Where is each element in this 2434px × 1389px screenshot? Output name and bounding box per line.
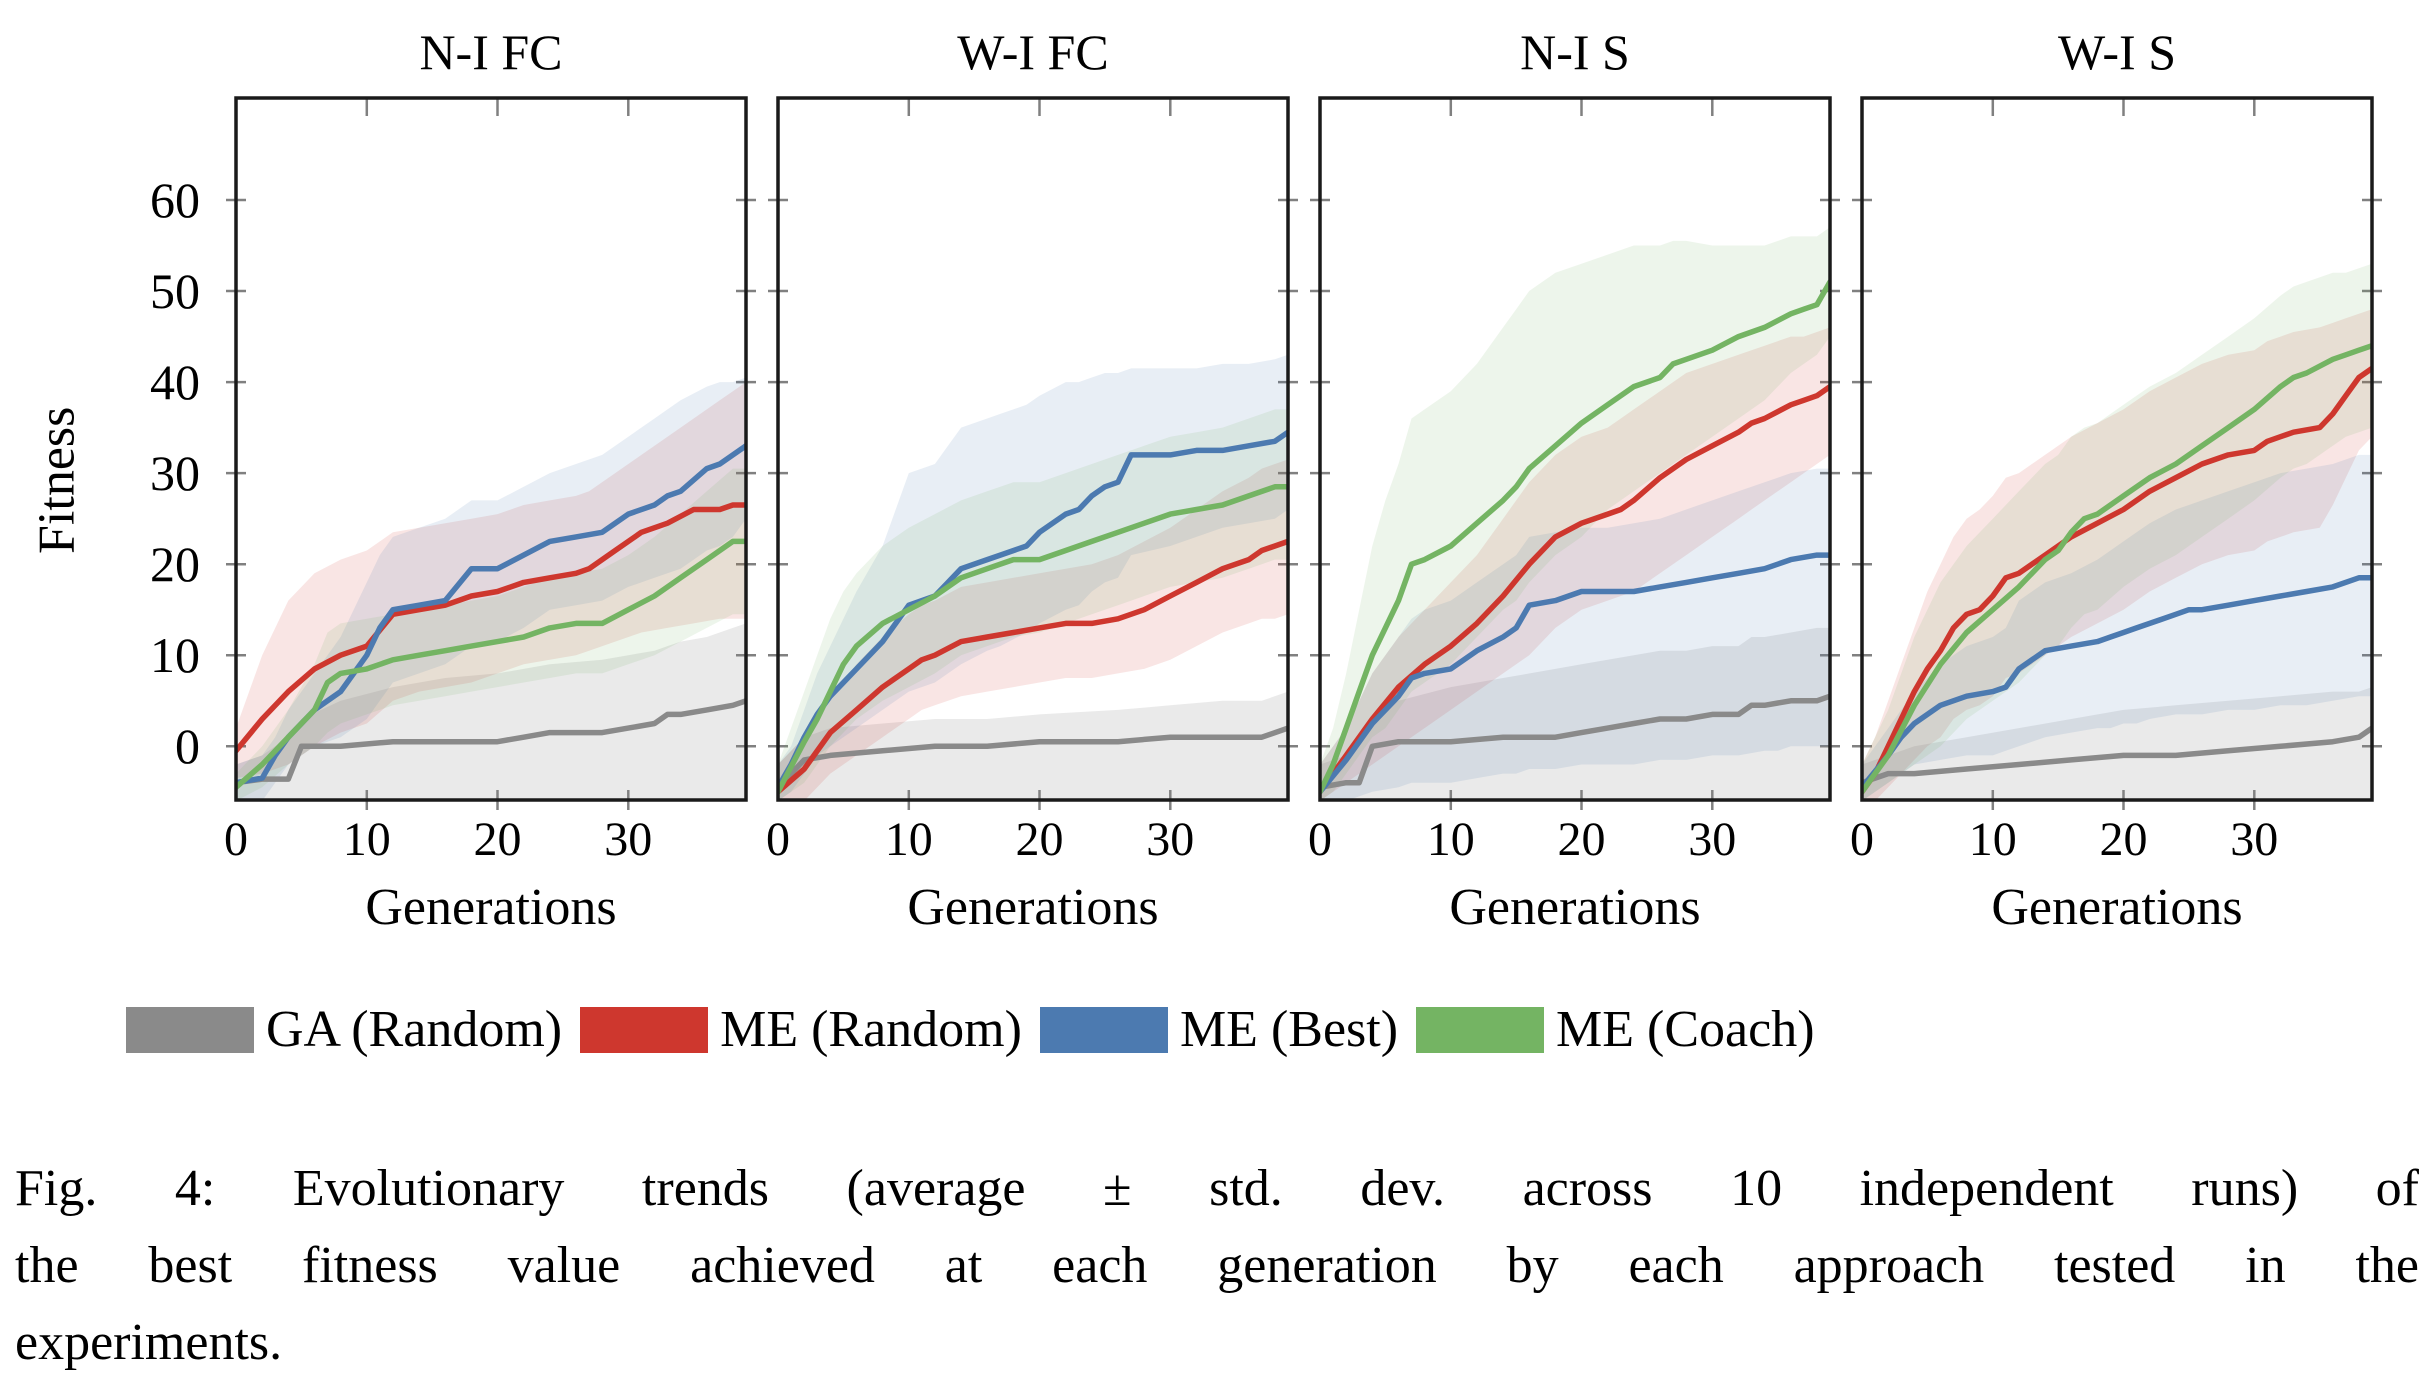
chart-canvas-wi-s: [1852, 96, 2382, 810]
legend-label: ME (Best): [1179, 1001, 1399, 1058]
x-tick-label: 0: [1850, 813, 1874, 866]
x-tick-label: 10: [342, 813, 391, 866]
caption-line-3: experiments.: [15, 1314, 283, 1371]
x-axis-label: Generations: [907, 879, 1159, 936]
y-tick-label: 60: [150, 172, 200, 228]
subplot-ni-fc: 0 10 20 30 Generations: [216, 78, 766, 942]
x-tick-label: 0: [1308, 813, 1332, 866]
x-tick-label: 30: [2230, 813, 2279, 866]
legend-label: ME (Coach): [1556, 1001, 1815, 1058]
x-axis-label: Generations: [1991, 879, 2243, 936]
legend-swatch-green: [1416, 1007, 1545, 1053]
x-axis-label: Generations: [1449, 879, 1701, 936]
subplot-title-ni-s: N-I S: [1520, 24, 1630, 80]
x-tick-label: 10: [1426, 813, 1475, 866]
subplot-wi-s: 0 10 20 30 Generations: [1842, 78, 2392, 942]
subplot-wi-fc: 0 10 20 30 Generations: [758, 78, 1308, 942]
y-tick-label: 0: [175, 718, 200, 774]
caption-line-2: the best fitness value achieved at each …: [15, 1237, 2419, 1294]
legend-swatch-red: [580, 1007, 709, 1053]
chart-canvas-ni-fc: [226, 96, 756, 810]
subplot-title-wi-fc: W-I FC: [957, 24, 1109, 80]
y-tick-label: 20: [150, 536, 200, 592]
legend: GA (Random) ME (Random) ME (Best) ME (Co…: [126, 998, 1815, 1062]
x-tick-label: 10: [884, 813, 933, 866]
legend-item-me-best: ME (Best): [1039, 999, 1399, 1061]
legend-item-me-random: ME (Random): [580, 999, 1022, 1061]
x-tick-label: 20: [2099, 813, 2148, 866]
subplot-ni-s: 0 10 20 30 Generations: [1300, 78, 1850, 942]
x-tick-label: 20: [1557, 813, 1606, 866]
legend-label: ME (Random): [720, 1001, 1022, 1058]
legend-swatch-gray: [126, 1007, 254, 1053]
legend-item-me-coach: ME (Coach): [1416, 999, 1815, 1061]
legend-swatch-blue: [1039, 1007, 1168, 1053]
caption-line-1: Fig. 4: Evolutionary trends (average ± s…: [15, 1160, 2419, 1217]
y-tick-label: 40: [150, 354, 200, 410]
subplot-title-ni-fc: N-I FC: [419, 24, 563, 80]
x-tick-label: 0: [224, 813, 248, 866]
x-tick-label: 30: [1688, 813, 1737, 866]
x-tick-label: 30: [604, 813, 653, 866]
y-tick-label: 10: [150, 627, 200, 683]
x-tick-label: 30: [1146, 813, 1195, 866]
x-tick-label: 0: [766, 813, 790, 866]
x-axis-label: Generations: [365, 879, 617, 936]
legend-item-ga-random: GA (Random): [126, 999, 562, 1061]
figure-caption: Fig. 4: Evolutionary trends (average ± s…: [15, 1150, 2419, 1381]
y-tick-label: 30: [150, 445, 200, 501]
chart-canvas-wi-fc: [768, 96, 1298, 810]
x-tick-label: 20: [1015, 813, 1064, 866]
x-tick-label: 20: [473, 813, 522, 866]
y-tick-label: 50: [150, 263, 200, 319]
legend-label: GA (Random): [266, 1001, 563, 1058]
x-tick-label: 10: [1968, 813, 2017, 866]
chart-canvas-ni-s: [1310, 96, 1840, 810]
subplot-title-wi-s: W-I S: [2057, 24, 2177, 80]
